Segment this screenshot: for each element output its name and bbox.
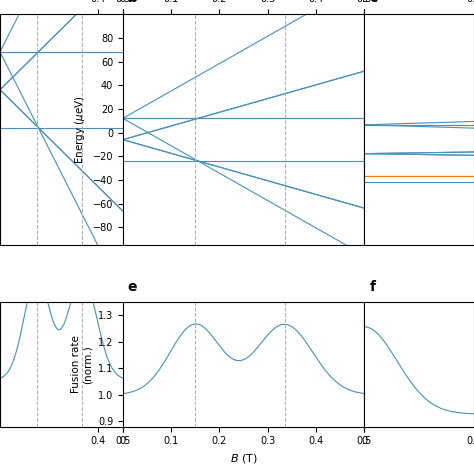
Y-axis label: Fusion rate
(norm.): Fusion rate (norm.) bbox=[71, 335, 92, 393]
X-axis label: $B$ (T): $B$ (T) bbox=[230, 452, 257, 465]
Text: e: e bbox=[128, 281, 137, 294]
Y-axis label: Energy ($\mu$eV): Energy ($\mu$eV) bbox=[73, 95, 87, 164]
Text: c: c bbox=[370, 0, 378, 5]
Text: f: f bbox=[370, 281, 376, 294]
Text: b: b bbox=[128, 0, 137, 5]
